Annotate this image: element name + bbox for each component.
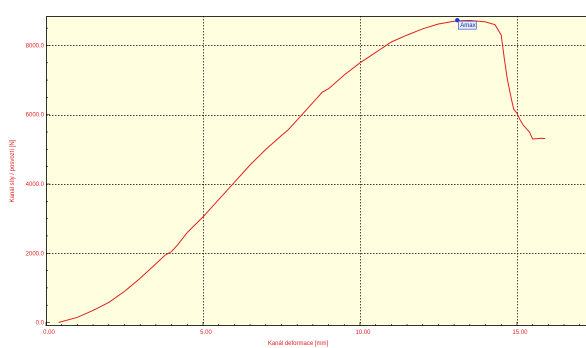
x-tick-label: 5.00	[200, 330, 212, 336]
x-tick-label: 15.00	[512, 330, 528, 336]
y-tick-label: 4000.0	[26, 182, 45, 188]
annotation-label: Amax	[460, 23, 475, 29]
y-axis-title: Kanál síly / posvoztí [N]	[10, 139, 16, 202]
x-tick-label: 0.00	[43, 330, 55, 336]
y-tick-label: 8000.0	[26, 43, 45, 49]
x-axis-title: Kanál deformace [mm]	[268, 341, 329, 347]
x-tick-label: 10.00	[355, 330, 371, 336]
y-tick-label: 6000.0	[26, 113, 45, 119]
y-tick-label: 0.0	[36, 321, 45, 327]
y-tick-label: 2000.0	[26, 251, 45, 257]
